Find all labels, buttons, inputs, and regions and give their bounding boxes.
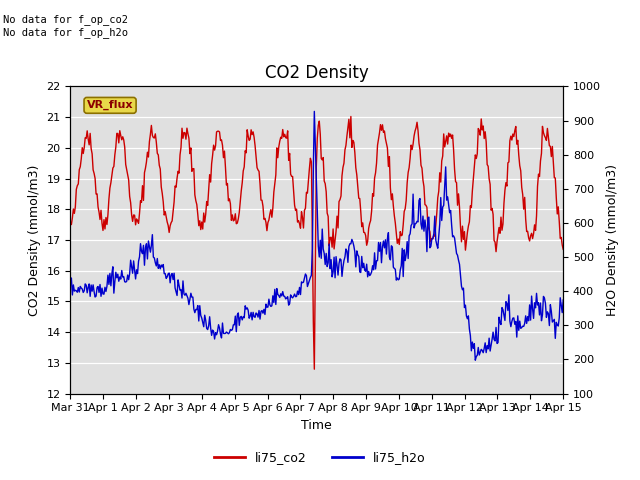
Title: CO2 Density: CO2 Density xyxy=(265,64,369,82)
Y-axis label: H2O Density (mmol/m3): H2O Density (mmol/m3) xyxy=(607,164,620,316)
X-axis label: Time: Time xyxy=(301,419,332,432)
Y-axis label: CO2 Density (mmol/m3): CO2 Density (mmol/m3) xyxy=(28,164,41,316)
Legend: li75_co2, li75_h2o: li75_co2, li75_h2o xyxy=(209,446,431,469)
Text: VR_flux: VR_flux xyxy=(87,100,133,110)
Text: No data for f_op_co2
No data for f_op_h2o: No data for f_op_co2 No data for f_op_h2… xyxy=(3,14,128,38)
